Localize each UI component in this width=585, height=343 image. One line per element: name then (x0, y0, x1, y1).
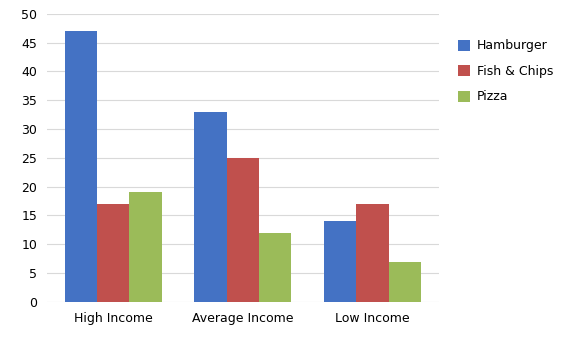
Bar (64, 31, 97, 302)
Bar (388, 261, 421, 302)
Bar (194, 112, 226, 302)
Bar (129, 192, 162, 302)
Bar (356, 204, 388, 302)
Bar (226, 158, 259, 302)
Bar (324, 221, 356, 302)
Bar (259, 233, 291, 302)
Legend: Hamburger, Fish & Chips, Pizza: Hamburger, Fish & Chips, Pizza (453, 34, 558, 108)
Bar (97, 204, 129, 302)
